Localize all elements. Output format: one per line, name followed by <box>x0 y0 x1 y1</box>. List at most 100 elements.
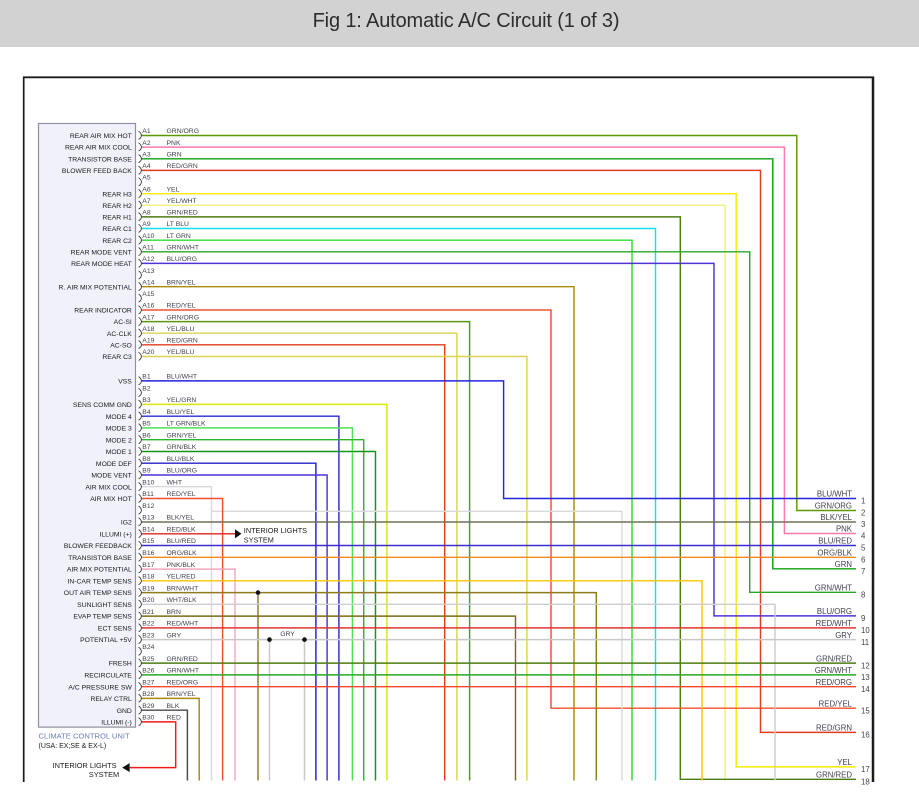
svg-text:RED: RED <box>167 715 181 722</box>
svg-text:REAR MODE VENT: REAR MODE VENT <box>71 249 132 256</box>
svg-text:GRN/WHT: GRN/WHT <box>815 666 852 675</box>
svg-text:B15: B15 <box>142 538 154 545</box>
svg-text:GRN/RED: GRN/RED <box>167 210 198 217</box>
svg-text:SYSTEM: SYSTEM <box>89 770 119 779</box>
svg-text:GRY: GRY <box>280 631 295 638</box>
svg-text:FRESH: FRESH <box>109 661 132 668</box>
svg-text:GRN/BLK: GRN/BLK <box>167 444 197 451</box>
svg-text:INTERIOR LIGHTS: INTERIOR LIGHTS <box>244 526 307 535</box>
svg-text:5: 5 <box>861 544 866 553</box>
svg-text:17: 17 <box>861 765 870 774</box>
svg-text:REAR C3: REAR C3 <box>102 354 132 361</box>
svg-text:R. AIR MIX POTENTIAL: R. AIR MIX POTENTIAL <box>59 284 132 291</box>
svg-text:AIR MIX HOT: AIR MIX HOT <box>90 496 132 503</box>
svg-text:A4: A4 <box>142 163 151 170</box>
svg-text:BLU/YEL: BLU/YEL <box>167 409 195 416</box>
svg-text:B25: B25 <box>142 656 154 663</box>
svg-text:ORG/BLK: ORG/BLK <box>817 549 852 558</box>
svg-text:RED/WHT: RED/WHT <box>167 621 199 628</box>
svg-text:3: 3 <box>861 520 865 529</box>
svg-text:MODE DEF: MODE DEF <box>96 461 132 468</box>
svg-text:ECT SENS: ECT SENS <box>98 626 132 633</box>
svg-text:BLU/WHT: BLU/WHT <box>817 490 852 499</box>
svg-text:REAR C2: REAR C2 <box>102 238 132 245</box>
svg-text:GRY: GRY <box>167 632 182 639</box>
svg-text:10: 10 <box>861 626 870 635</box>
svg-text:RED/WHT: RED/WHT <box>816 619 853 628</box>
svg-text:BLOWER FEEDBACK: BLOWER FEEDBACK <box>64 543 132 550</box>
svg-text:BLU/RED: BLU/RED <box>818 537 852 546</box>
svg-text:BLU/RED: BLU/RED <box>167 538 197 545</box>
svg-text:BLK: BLK <box>167 703 180 710</box>
svg-text:GRN/ORG: GRN/ORG <box>167 314 199 321</box>
svg-text:MODE 1: MODE 1 <box>106 449 132 456</box>
svg-text:B6: B6 <box>142 432 151 439</box>
svg-text:A3: A3 <box>142 152 151 159</box>
svg-text:A13: A13 <box>142 268 154 275</box>
svg-text:A9: A9 <box>142 221 151 228</box>
svg-text:B17: B17 <box>142 562 154 569</box>
svg-text:AC-SI: AC-SI <box>114 319 132 326</box>
svg-text:MODE 3: MODE 3 <box>106 426 132 433</box>
svg-text:INTERIOR LIGHTS: INTERIOR LIGHTS <box>53 761 117 770</box>
svg-text:B23: B23 <box>142 632 154 639</box>
svg-text:8: 8 <box>861 591 865 600</box>
svg-text:B2: B2 <box>142 385 151 392</box>
svg-text:IN-CAR TEMP SENS: IN-CAR TEMP SENS <box>67 578 132 585</box>
svg-text:A7: A7 <box>142 198 151 205</box>
svg-text:PNK: PNK <box>836 525 853 534</box>
svg-text:Fig 1: Automatic A/C Circuit (: Fig 1: Automatic A/C Circuit (1 of 3) <box>313 10 620 32</box>
svg-text:RED/GRN: RED/GRN <box>167 338 198 345</box>
svg-text:12: 12 <box>861 661 870 670</box>
svg-text:B22: B22 <box>142 621 154 628</box>
svg-text:BRN/YEL: BRN/YEL <box>167 691 196 698</box>
svg-text:AIR MIX POTENTIAL: AIR MIX POTENTIAL <box>67 567 132 574</box>
svg-text:B24: B24 <box>142 644 154 651</box>
svg-text:A8: A8 <box>142 210 151 217</box>
svg-text:18: 18 <box>861 778 870 787</box>
svg-text:RECIRCULATE: RECIRCULATE <box>84 673 132 680</box>
svg-text:2: 2 <box>861 509 865 518</box>
svg-text:RED/YEL: RED/YEL <box>167 491 196 498</box>
svg-text:MODE VENT: MODE VENT <box>91 473 131 480</box>
svg-text:B3: B3 <box>142 397 151 404</box>
svg-text:RED/GRN: RED/GRN <box>816 724 852 733</box>
svg-text:13: 13 <box>861 673 870 682</box>
svg-text:YEL/WHT: YEL/WHT <box>167 198 197 205</box>
svg-text:B20: B20 <box>142 597 154 604</box>
svg-text:A16: A16 <box>142 303 154 310</box>
svg-text:A18: A18 <box>142 326 154 333</box>
svg-text:GRN/ORG: GRN/ORG <box>167 128 199 135</box>
svg-text:POTENTIAL +5V: POTENTIAL +5V <box>80 637 132 644</box>
svg-text:BLK/YEL: BLK/YEL <box>820 513 852 522</box>
svg-text:GND: GND <box>117 708 132 715</box>
svg-text:B29: B29 <box>142 703 154 710</box>
svg-text:B8: B8 <box>142 456 151 463</box>
svg-text:GRN/RED: GRN/RED <box>167 656 198 663</box>
svg-text:BRN: BRN <box>167 609 181 616</box>
svg-text:REAR AIR MIX COOL: REAR AIR MIX COOL <box>65 145 132 152</box>
svg-text:LT GRN/BLK: LT GRN/BLK <box>167 421 206 428</box>
svg-text:GRN/YEL: GRN/YEL <box>167 432 197 439</box>
svg-text:B21: B21 <box>142 609 154 616</box>
svg-text:BLK/YEL: BLK/YEL <box>167 515 195 522</box>
svg-text:RED/YEL: RED/YEL <box>167 303 196 310</box>
svg-text:BLU/WHT: BLU/WHT <box>167 374 198 381</box>
svg-text:CLIMATE CONTROL UNIT: CLIMATE CONTROL UNIT <box>39 732 130 741</box>
svg-text:6: 6 <box>861 556 865 565</box>
svg-text:ILLUMI (-): ILLUMI (-) <box>101 720 132 727</box>
svg-text:EVAP TEMP SENS: EVAP TEMP SENS <box>73 614 132 621</box>
svg-text:A2: A2 <box>142 140 151 147</box>
svg-text:REAR H2: REAR H2 <box>102 203 132 210</box>
svg-text:B10: B10 <box>142 479 154 486</box>
svg-text:A14: A14 <box>142 279 154 286</box>
svg-text:LT BLU: LT BLU <box>167 221 190 228</box>
svg-text:A15: A15 <box>142 291 154 298</box>
svg-text:A17: A17 <box>142 314 154 321</box>
svg-text:MODE 4: MODE 4 <box>106 414 132 421</box>
svg-text:REAR INDICATOR: REAR INDICATOR <box>74 308 132 315</box>
svg-text:(USA: EX;SE & EX-L): (USA: EX;SE & EX-L) <box>39 743 107 750</box>
svg-text:IG2: IG2 <box>121 520 132 527</box>
svg-text:RED/ORG: RED/ORG <box>816 678 852 687</box>
svg-text:GRN: GRN <box>835 560 852 569</box>
